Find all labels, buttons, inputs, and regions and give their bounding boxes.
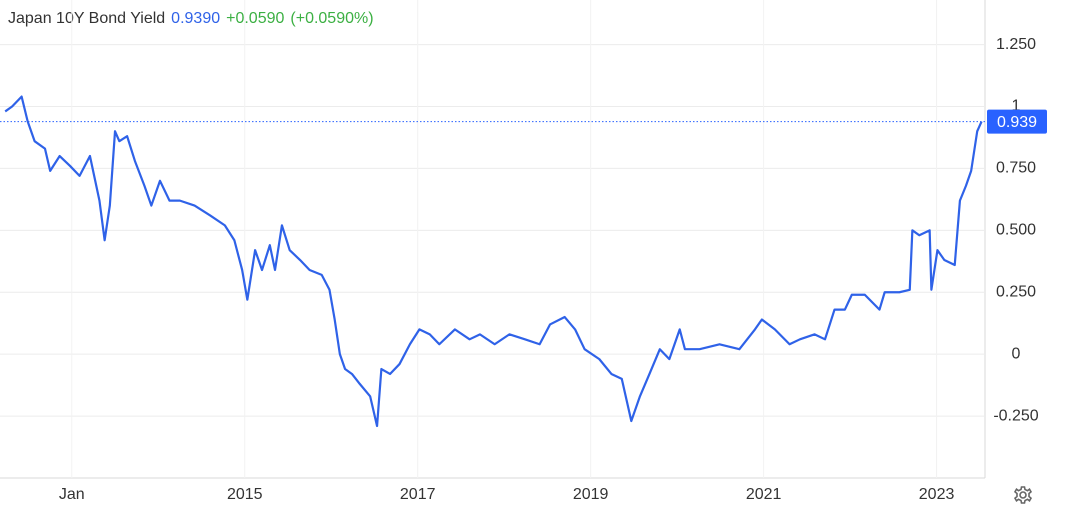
line-series — [4, 95, 983, 428]
x-tick-label: 2017 — [400, 486, 436, 503]
y-tick-label: -0.250 — [993, 407, 1038, 424]
y-tick-label: 0.750 — [996, 160, 1036, 177]
y-tick-label: 0.250 — [996, 283, 1036, 300]
x-tick-label: 2023 — [919, 486, 955, 503]
change-pct: (+0.0590%) — [290, 10, 374, 27]
y-tick-label: 1.250 — [996, 36, 1036, 53]
y-tick-label: 0.500 — [996, 222, 1036, 239]
price-label-box — [987, 109, 1047, 134]
settings-icon[interactable] — [1013, 486, 1033, 504]
price: 0.9390 — [171, 10, 221, 27]
x-tick-label: Jan — [59, 486, 85, 503]
change: +0.0590 — [226, 10, 285, 27]
price-label: 0.939 — [997, 114, 1037, 131]
x-tick-label: 2021 — [746, 486, 782, 503]
x-tick-label: 2015 — [227, 486, 263, 503]
y-tick-label: 0 — [1012, 345, 1021, 362]
x-tick-label: 2019 — [573, 486, 609, 503]
header: Japan 10Y Bond Yield 0.9390 +0.0590 (+0.059… — [8, 10, 380, 28]
grid — [0, 0, 985, 478]
y-tick-label: 1 — [1012, 98, 1021, 115]
title: Japan 10Y Bond Yield — [8, 10, 166, 27]
